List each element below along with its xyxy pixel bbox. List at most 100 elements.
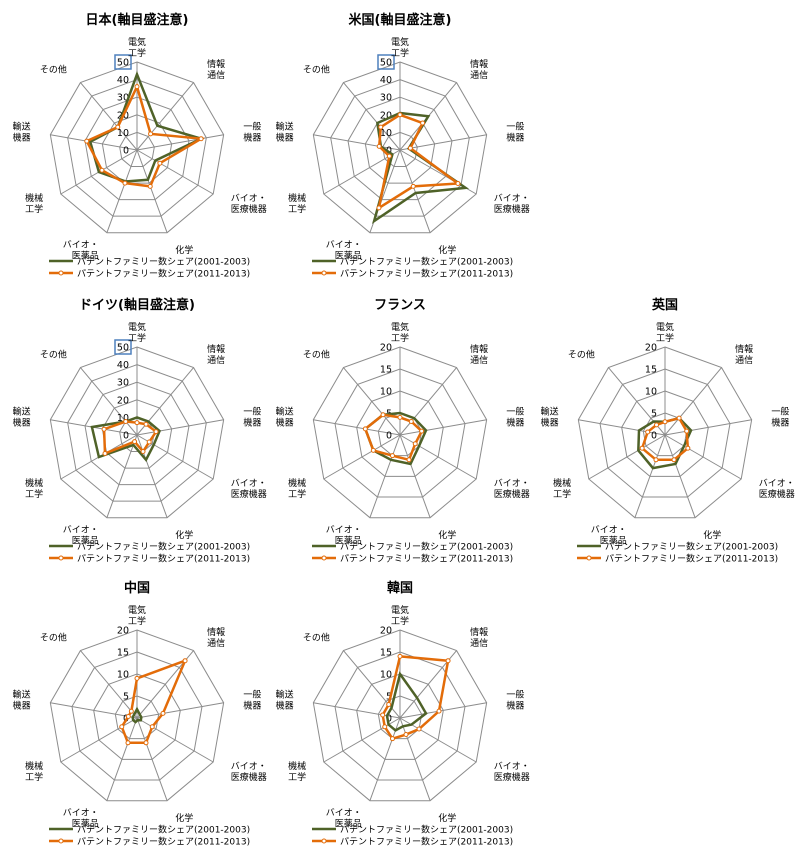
axis-label: 機械 xyxy=(25,477,43,489)
legend-label: パテントファミリー数シェア(2001-2003) xyxy=(77,541,250,553)
axis-label: 工学 xyxy=(288,203,306,215)
axis-label: 機器 xyxy=(243,700,261,712)
tick-label: 20 xyxy=(117,626,129,637)
axis-label: 医薬品 xyxy=(335,535,362,547)
axis-label: 医療機器 xyxy=(759,488,795,500)
tick-label: 0 xyxy=(123,146,129,157)
axis-spoke xyxy=(80,367,138,436)
axis-label: バイオ・ xyxy=(326,808,362,819)
axis-spoke xyxy=(136,717,168,801)
data-point xyxy=(160,710,166,716)
grid-ring xyxy=(84,96,190,201)
axis-label: 一般 xyxy=(506,406,524,418)
axis-spoke xyxy=(106,149,138,233)
axis-label: 電気 xyxy=(128,604,146,616)
data-point xyxy=(420,120,426,126)
axis-label: 工学 xyxy=(288,488,306,500)
axis-spoke xyxy=(136,149,214,195)
grid-ring xyxy=(93,673,181,760)
data-point xyxy=(386,153,392,159)
axis-label: 電気 xyxy=(128,36,146,48)
tick-label: 0 xyxy=(386,431,392,442)
grid-ring xyxy=(334,368,466,498)
axis-spoke xyxy=(588,434,666,480)
data-point xyxy=(134,675,140,681)
axis-label: 機械 xyxy=(288,192,306,204)
data-point xyxy=(407,145,413,151)
data-point xyxy=(157,160,163,166)
axis-label: 化学 xyxy=(175,244,193,256)
axis-spoke xyxy=(50,134,138,151)
axis-label: バイオ・ xyxy=(231,761,267,772)
tick-label: 10 xyxy=(380,387,392,398)
data-point xyxy=(102,450,108,456)
legend-label: パテントファミリー数シェア(2001-2003) xyxy=(340,256,513,268)
data-point xyxy=(380,412,386,418)
data-point xyxy=(645,429,651,435)
axis-label: その他 xyxy=(303,63,330,75)
legend-label: パテントファミリー数シェア(2011-2013) xyxy=(77,836,250,848)
grid-ring xyxy=(67,364,207,502)
axis-label: 機器 xyxy=(13,417,31,429)
radar-chart-5: 中国05101520電気工学情報通信一般機器バイオ・医療機器化学バイオ・医薬品機… xyxy=(13,580,267,848)
grid-ring xyxy=(312,346,488,519)
tick-label: 10 xyxy=(117,670,129,681)
data-point xyxy=(376,205,382,211)
axis-spoke xyxy=(106,434,138,518)
data-point xyxy=(436,708,442,714)
tick-label: 15 xyxy=(380,365,392,376)
axis-label: 通信 xyxy=(735,354,753,366)
grid-ring xyxy=(599,368,731,498)
data-point xyxy=(406,457,412,463)
data-point xyxy=(119,724,125,730)
series-line-1 xyxy=(102,420,158,456)
data-point xyxy=(101,426,107,432)
legend-marker xyxy=(321,838,327,844)
axis-label: バイオ・ xyxy=(63,240,99,251)
axis-spoke xyxy=(313,702,401,719)
data-point xyxy=(153,429,159,435)
axis-label: 医薬品 xyxy=(72,818,99,830)
series-line-0 xyxy=(637,416,693,470)
axis-label: 機器 xyxy=(13,132,31,144)
data-point xyxy=(143,740,149,746)
data-point xyxy=(134,84,140,90)
series-line-1 xyxy=(381,655,450,741)
data-point xyxy=(115,124,121,130)
axis-label: 工学 xyxy=(656,332,674,344)
axis-spoke xyxy=(136,82,194,151)
axis-spoke xyxy=(399,702,487,719)
data-point xyxy=(380,712,386,718)
legend-label: パテントファミリー数シェア(2011-2013) xyxy=(77,553,250,565)
axis-label: その他 xyxy=(40,63,67,75)
axis-label: 輸送 xyxy=(276,689,294,701)
axis-spoke xyxy=(136,134,224,151)
data-point xyxy=(416,726,422,732)
data-point xyxy=(639,445,645,451)
axis-spoke xyxy=(323,717,401,763)
axis-spoke xyxy=(136,419,224,436)
axis-label: その他 xyxy=(40,348,67,360)
legend-label: パテントファミリー数シェア(2001-2003) xyxy=(77,256,250,268)
tick-label: 20 xyxy=(380,343,392,354)
axis-label: 工学 xyxy=(391,332,409,344)
axis-label: 情報 xyxy=(207,626,225,638)
data-point xyxy=(143,421,149,427)
axis-label: 機械 xyxy=(25,760,43,772)
tick-label: 10 xyxy=(117,128,129,139)
grid-ring xyxy=(312,61,488,234)
axis-label: 一般 xyxy=(243,406,261,418)
grid-ring xyxy=(49,346,225,519)
data-point xyxy=(445,658,451,664)
data-point xyxy=(386,702,392,708)
radar-chart-1: 米国(軸目盛注意)01020304050電気工学情報通信一般機器バイオ・医療機器… xyxy=(276,12,530,280)
axis-spoke xyxy=(399,434,431,518)
axis-label: 医療機器 xyxy=(231,488,267,500)
chart-title: ドイツ(軸目盛注意) xyxy=(79,297,195,313)
axis-label: 情報 xyxy=(470,343,488,355)
data-point xyxy=(389,453,395,459)
axis-label: その他 xyxy=(303,348,330,360)
axis-label: 工学 xyxy=(391,47,409,59)
tick-label: 0 xyxy=(386,714,392,725)
